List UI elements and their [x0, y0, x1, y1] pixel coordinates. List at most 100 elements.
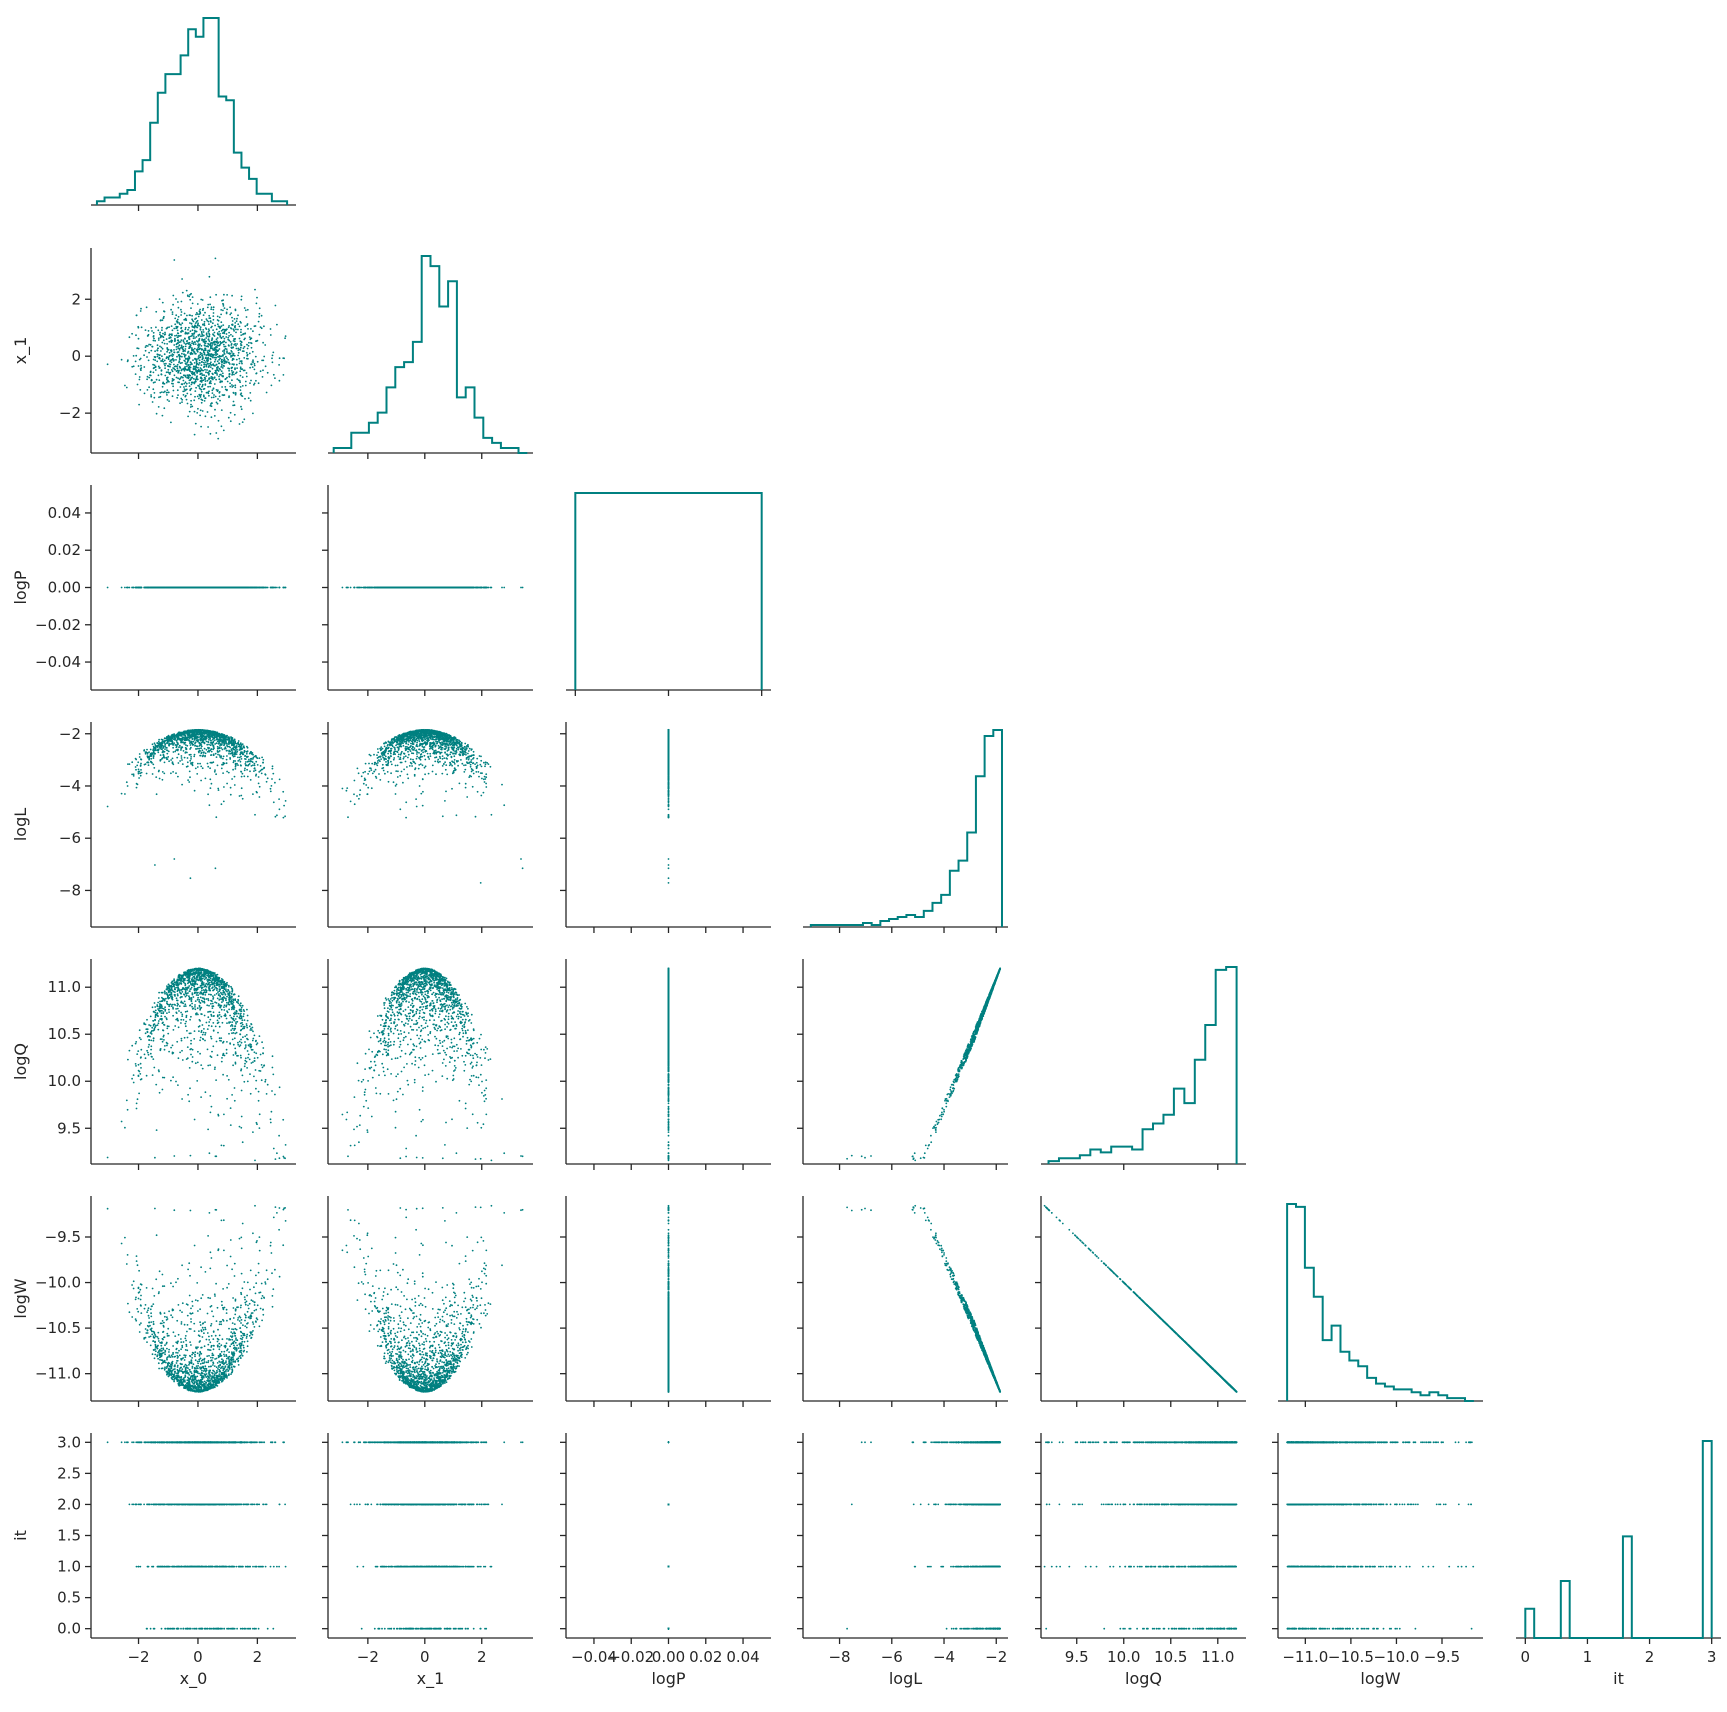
- scatter-point: [501, 587, 503, 589]
- scatter-point: [203, 331, 205, 333]
- scatter-point: [240, 329, 242, 331]
- scatter-point: [243, 370, 245, 372]
- scatter-point: [199, 309, 201, 311]
- scatter-point: [225, 356, 227, 358]
- scatter-point: [185, 385, 187, 387]
- scatter-point: [216, 340, 218, 342]
- scatter-point: [167, 369, 169, 371]
- scatter-point: [218, 392, 220, 394]
- scatter-point: [189, 587, 191, 589]
- scatter-point: [148, 334, 150, 336]
- scatter-point: [230, 341, 232, 343]
- scatter-point: [179, 366, 181, 368]
- scatter-point: [228, 396, 230, 398]
- scatter-point: [240, 345, 242, 347]
- scatter-point: [248, 342, 250, 344]
- scatter-point: [189, 379, 191, 381]
- scatter-point: [178, 307, 180, 309]
- scatter-point: [196, 363, 198, 365]
- scatter-point: [236, 320, 238, 322]
- scatter-point: [205, 341, 207, 343]
- y-tick-label: −2: [59, 404, 81, 422]
- scatter-point: [204, 369, 206, 371]
- scatter-point: [258, 382, 260, 384]
- scatter-point: [218, 331, 220, 333]
- scatter-point: [185, 395, 187, 397]
- scatter-point: [201, 373, 203, 375]
- scatter-point: [167, 380, 169, 382]
- scatter-point: [211, 397, 213, 399]
- scatter-point: [148, 386, 150, 388]
- scatter-point: [177, 333, 179, 335]
- scatter-point: [168, 326, 170, 328]
- scatter-point: [223, 365, 225, 367]
- scatter-point: [173, 364, 175, 366]
- scatter-point: [189, 375, 191, 377]
- scatter-point: [234, 338, 236, 340]
- scatter-point: [204, 400, 206, 402]
- scatter-point: [168, 349, 170, 351]
- scatter-point: [188, 366, 190, 368]
- scatter-point: [197, 313, 199, 315]
- scatter-point: [199, 371, 201, 373]
- scatter-point: [231, 363, 233, 365]
- scatter-point: [267, 372, 269, 374]
- scatter-point: [204, 377, 206, 379]
- scatter-point: [239, 326, 241, 328]
- scatter-point: [195, 322, 197, 324]
- scatter-point: [181, 356, 183, 358]
- scatter-point: [254, 369, 256, 371]
- scatter-point: [171, 361, 173, 363]
- scatter-point: [211, 326, 213, 328]
- scatter-point: [189, 369, 191, 371]
- scatter-point: [236, 343, 238, 345]
- scatter-point: [144, 393, 146, 395]
- scatter-point: [206, 328, 208, 330]
- scatter-point: [171, 325, 173, 327]
- scatter-point: [157, 350, 159, 352]
- scatter-point: [231, 317, 233, 319]
- scatter-point: [256, 297, 258, 299]
- scatter-point: [226, 357, 228, 359]
- scatter-point: [230, 334, 232, 336]
- scatter-point: [160, 350, 162, 352]
- scatter-point: [214, 325, 216, 327]
- scatter-point: [202, 356, 204, 358]
- scatter-point: [180, 335, 182, 337]
- scatter-point: [183, 342, 185, 344]
- scatter-point: [244, 346, 246, 348]
- scatter-point: [221, 359, 223, 361]
- scatter-point: [199, 312, 201, 314]
- scatter-point: [157, 347, 159, 349]
- scatter-point: [350, 587, 352, 589]
- scatter-point: [164, 375, 166, 377]
- scatter-point: [200, 299, 202, 301]
- scatter-point: [284, 337, 286, 339]
- scatter-point: [213, 341, 215, 343]
- scatter-point: [127, 587, 129, 589]
- scatter-point: [200, 356, 202, 358]
- scatter-point: [230, 350, 232, 352]
- scatter-point: [154, 356, 156, 358]
- scatter-point: [162, 333, 164, 335]
- scatter-point: [172, 370, 174, 372]
- scatter-point: [195, 343, 197, 345]
- scatter-point: [254, 383, 256, 385]
- scatter-point: [202, 308, 204, 310]
- scatter-point: [209, 334, 211, 336]
- scatter-point: [179, 323, 181, 325]
- scatter-point: [173, 379, 175, 381]
- scatter-point: [238, 352, 240, 354]
- scatter-point: [173, 351, 175, 353]
- scatter-point: [230, 412, 232, 414]
- scatter-point: [203, 339, 205, 341]
- scatter-point: [219, 381, 221, 383]
- scatter-point: [234, 387, 236, 389]
- scatter-point: [186, 315, 188, 317]
- scatter-point: [216, 344, 218, 346]
- scatter-point: [231, 379, 233, 381]
- scatter-point: [229, 382, 231, 384]
- scatter-point: [193, 378, 195, 380]
- scatter-point: [186, 399, 188, 401]
- scatter-point: [247, 348, 249, 350]
